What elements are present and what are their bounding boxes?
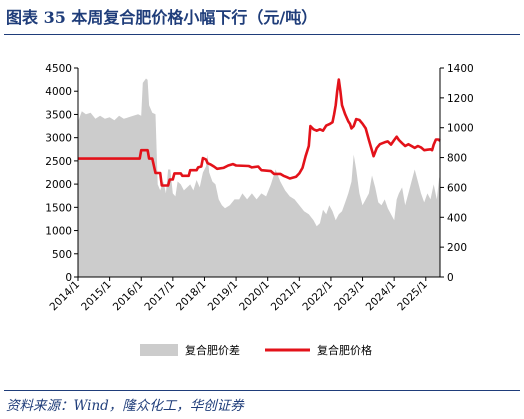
y-left-tick-label: 3500 xyxy=(45,109,72,121)
x-tick-label: 2019/1 xyxy=(206,279,241,314)
legend-label-spread: 复合肥价差 xyxy=(185,343,240,357)
source-note: 资料来源：Wind，隆众化工，华创证券 xyxy=(6,398,244,414)
spread-price-chart: 0 500 1000 1500 2000 2500 3000 3500 4000 4500 0 200… xyxy=(45,63,474,357)
y-left-tick-label: 3000 xyxy=(45,133,72,145)
legend: 复合肥价差 复合肥价格 xyxy=(140,343,372,357)
y-left-tick-label: 0 xyxy=(65,272,72,284)
price-line xyxy=(78,78,441,187)
title-divider xyxy=(4,34,520,35)
legend-swatch-spread xyxy=(140,344,178,356)
y-left-tick-label: 1000 xyxy=(45,226,72,238)
spread-area-layer xyxy=(78,78,440,277)
y-right-tick-label: 1000 xyxy=(447,123,474,135)
x-tick-label: 2022/1 xyxy=(300,279,335,314)
y-left-tick-label: 4500 xyxy=(45,63,72,75)
y-left-tick-label: 500 xyxy=(52,249,72,261)
x-tick-label: 2024/1 xyxy=(364,279,399,314)
y-right-tick-label: 200 xyxy=(447,242,467,254)
x-tick-label: 2023/1 xyxy=(332,279,367,314)
legend-label-price: 复合肥价格 xyxy=(317,343,372,357)
x-tick-label: 2018/1 xyxy=(174,279,209,314)
y-right-tick-label: 0 xyxy=(447,272,454,284)
x-tick-label: 2016/1 xyxy=(111,279,146,314)
x-tick-label: 2020/1 xyxy=(237,279,272,314)
price-line-layer xyxy=(78,78,441,187)
y-right-tick-label: 400 xyxy=(447,212,467,224)
y-right-tick-label: 1400 xyxy=(447,63,474,75)
y-right-tick-label: 800 xyxy=(447,153,467,165)
y-left-tick-label: 4000 xyxy=(45,86,72,98)
x-tick-label: 2017/1 xyxy=(142,279,177,314)
y-left-tick-label: 1500 xyxy=(45,202,72,214)
y-left-tick-label: 2000 xyxy=(45,179,72,191)
x-tick-label: 2015/1 xyxy=(79,279,114,314)
y-left-tick-label: 2500 xyxy=(45,156,72,168)
y-right-tick-label: 1200 xyxy=(447,93,474,105)
x-tick-label: 2021/1 xyxy=(269,279,304,314)
figure-title: 图表 35 本周复合肥价格小幅下行（元/吨） xyxy=(6,8,318,27)
spread-area xyxy=(78,78,440,277)
x-tick-label: 2025/1 xyxy=(395,279,430,314)
source-divider xyxy=(4,390,520,391)
y-right-tick-label: 600 xyxy=(447,182,467,194)
